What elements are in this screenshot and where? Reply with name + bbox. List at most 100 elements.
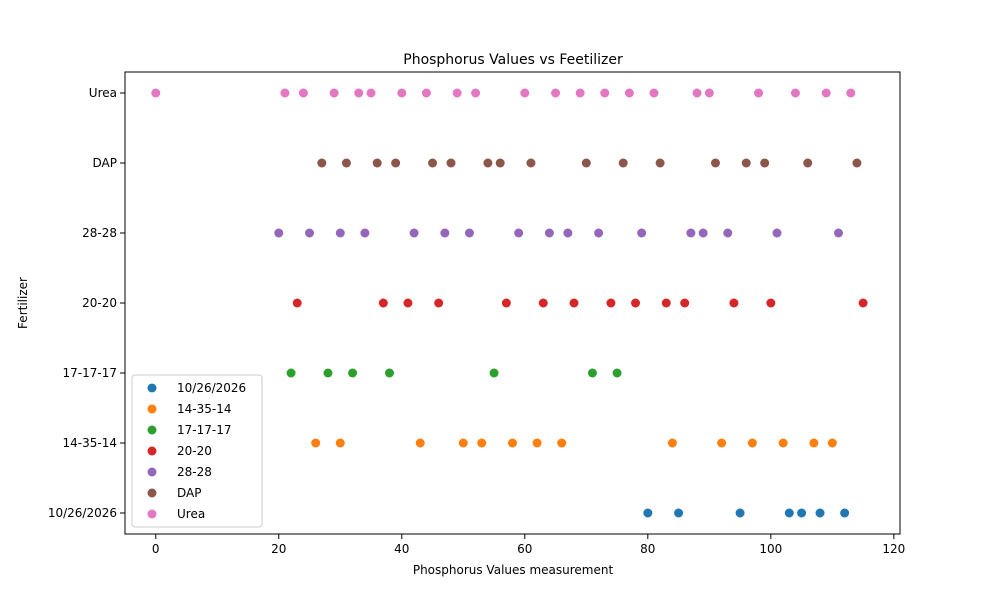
data-point: [532, 438, 542, 448]
data-point: [378, 298, 388, 308]
data-point: [280, 88, 290, 98]
x-axis-label: Phosphorus Values measurement: [413, 563, 614, 577]
data-point: [858, 298, 868, 308]
data-point: [784, 508, 794, 518]
data-point: [434, 298, 444, 308]
y-axis-label: Fertilizer: [16, 277, 30, 329]
data-point: [440, 228, 450, 238]
legend: 10/26/2026 14-35-14 17-17-17 20-20 28-28 DAP U…: [131, 374, 263, 528]
data-point: [397, 88, 407, 98]
data-point: [335, 438, 345, 448]
data-point: [803, 158, 813, 168]
legend-label: 10/26/2026: [177, 381, 246, 395]
data-point: [366, 88, 376, 98]
data-point: [631, 298, 641, 308]
data-point: [471, 88, 481, 98]
x-axis: 0 20 40 60 80 100 120: [152, 534, 905, 556]
data-point: [815, 508, 825, 518]
data-point: [661, 298, 671, 308]
data-point: [495, 158, 505, 168]
y-tick-label: 17-17-17: [63, 366, 117, 380]
data-point: [852, 158, 862, 168]
data-point: [821, 88, 831, 98]
x-tick-label: 80: [640, 542, 655, 556]
data-point: [428, 158, 438, 168]
x-tick-label: 60: [517, 542, 532, 556]
data-point: [587, 368, 597, 378]
data-point: [360, 228, 370, 238]
y-tick-label: 10/26/2026: [48, 506, 117, 520]
data-point: [409, 228, 419, 238]
data-point: [391, 158, 401, 168]
data-point: [483, 158, 493, 168]
data-point: [557, 438, 567, 448]
data-point: [286, 368, 296, 378]
legend-label: 17-17-17: [177, 423, 231, 437]
data-point: [674, 508, 684, 518]
data-point: [637, 228, 647, 238]
data-point: [624, 88, 634, 98]
legend-label: 20-20: [177, 444, 212, 458]
legend-label: DAP: [177, 486, 201, 500]
data-point: [274, 228, 284, 238]
data-point: [723, 228, 733, 238]
x-tick-label: 0: [152, 542, 160, 556]
legend-marker: [147, 509, 157, 519]
data-point: [710, 158, 720, 168]
data-point: [508, 438, 517, 448]
data-point: [384, 368, 394, 378]
x-tick-label: 40: [394, 542, 409, 556]
data-point: [667, 438, 677, 448]
data-point: [403, 298, 413, 308]
data-point: [489, 368, 499, 378]
data-point: [348, 368, 358, 378]
data-point: [421, 88, 431, 98]
y-tick-label: Urea: [89, 86, 117, 100]
data-point: [698, 228, 708, 238]
data-point: [735, 508, 745, 518]
data-point: [477, 438, 487, 448]
data-point: [797, 508, 807, 518]
y-tick-label: DAP: [93, 156, 117, 170]
data-point: [569, 298, 579, 308]
data-point: [544, 228, 554, 238]
data-point: [514, 228, 524, 238]
data-point: [680, 298, 690, 308]
data-point: [778, 438, 788, 448]
legend-marker: [147, 425, 157, 435]
data-point: [809, 438, 819, 448]
x-tick-label: 20: [271, 542, 286, 556]
data-point: [354, 88, 364, 98]
legend-box: [131, 374, 263, 528]
data-point: [458, 438, 468, 448]
data-point: [329, 88, 339, 98]
data-point: [151, 88, 161, 98]
legend-label: 28-28: [177, 465, 212, 479]
data-point: [612, 368, 622, 378]
legend-marker: [147, 488, 157, 498]
data-point: [581, 158, 591, 168]
data-point: [606, 298, 616, 308]
data-point: [317, 158, 327, 168]
data-point: [464, 228, 474, 238]
data-point: [729, 298, 739, 308]
data-point: [766, 298, 776, 308]
data-point: [717, 438, 727, 448]
chart-title: Phosphorus Values vs Feetilizer: [403, 52, 623, 68]
y-tick-label: 14-35-14: [63, 436, 117, 450]
y-tick-label: 28-28: [82, 226, 117, 240]
data-points: [151, 88, 868, 518]
data-point: [415, 438, 425, 448]
data-point: [292, 298, 302, 308]
data-point: [618, 158, 628, 168]
data-point: [372, 158, 382, 168]
data-point: [311, 438, 321, 448]
x-tick-label: 100: [759, 542, 782, 556]
data-point: [335, 228, 345, 238]
data-point: [692, 88, 702, 98]
data-point: [594, 228, 604, 238]
data-point: [452, 88, 462, 98]
legend-marker: [147, 467, 157, 477]
data-point: [790, 88, 800, 98]
data-point: [747, 438, 757, 448]
